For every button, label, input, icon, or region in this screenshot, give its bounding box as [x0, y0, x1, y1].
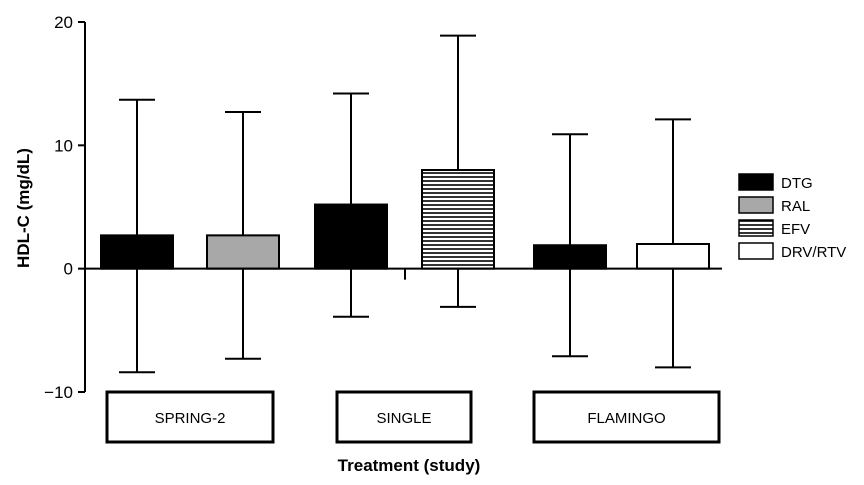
- y-tick-label: −10: [44, 383, 73, 402]
- bar-flamingo-dtg: [533, 244, 607, 270]
- legend-swatch-drv-rtv: [738, 242, 774, 260]
- group-box-single: [335, 390, 473, 444]
- group-label-flamingo: FLAMINGO: [587, 410, 665, 427]
- bar-spring-2-ral: [206, 234, 280, 270]
- bar-spring-2-dtg: [100, 234, 174, 270]
- legend-swatch-dtg: [738, 173, 774, 191]
- group-box-flamingo: [532, 390, 721, 444]
- legend-label-dtg: DTG: [781, 175, 813, 192]
- y-axis-title: HDL-C (mg/dL): [14, 148, 33, 268]
- x-axis-title: Treatment (study): [338, 456, 481, 475]
- y-tick-label: 0: [64, 260, 73, 279]
- legend-label-efv: EFV: [781, 221, 810, 238]
- group-label-single: SINGLE: [376, 410, 431, 427]
- y-tick-label: 20: [54, 13, 73, 32]
- legend-swatch-ral: [738, 196, 774, 214]
- legend: DTG RAL EFV DRV/RTV: [738, 173, 846, 261]
- legend-label-ral: RAL: [781, 198, 810, 215]
- bar-single-efv: [421, 169, 495, 270]
- legend-label-drv-rtv: DRV/RTV: [781, 244, 846, 261]
- bar-flamingo-drv-rtv: [636, 243, 710, 270]
- bar-single-dtg: [314, 203, 388, 270]
- legend-swatch-efv: [738, 219, 774, 237]
- group-label-spring-2: SPRING-2: [155, 410, 226, 427]
- group-label-layer: SPRING-2 SINGLE FLAMINGO: [105, 390, 721, 444]
- plot-area: −10 0 10 20: [44, 13, 722, 402]
- group-box-spring-2: [105, 390, 275, 444]
- y-tick-label: 10: [54, 136, 73, 155]
